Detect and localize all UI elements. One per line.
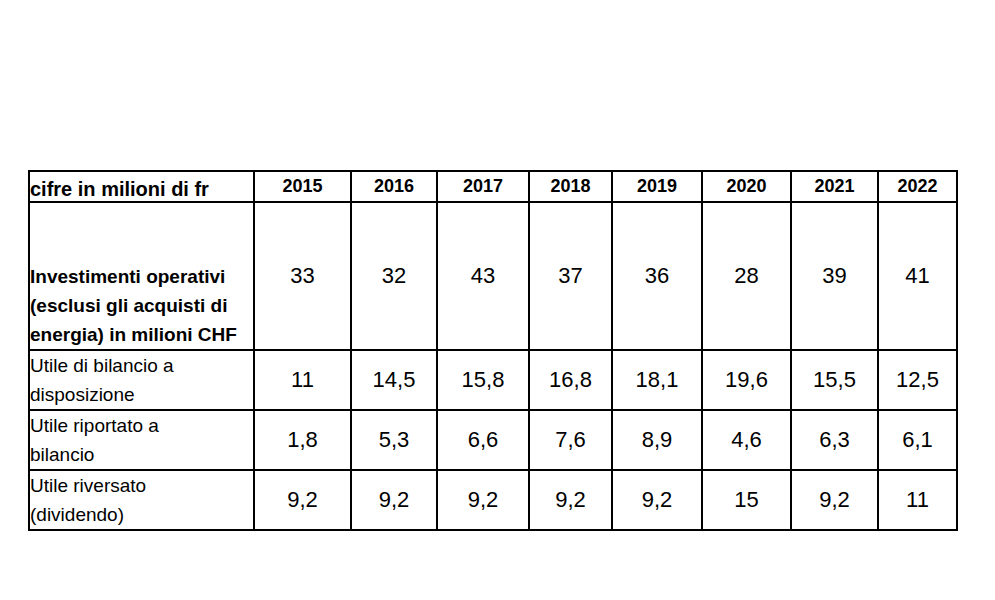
year-header-2017: 2017 [437,171,529,202]
financial-figures-table: cifre in milioni di fr 2015 2016 2017 20… [28,170,958,531]
cell-value: 14,5 [351,350,437,410]
row-label-investimenti: Investimenti operativi (esclusi gli acqu… [29,202,254,350]
row-label-line: Investimenti operativi [30,262,253,291]
cell-value: 11 [254,350,351,410]
table-row-investimenti: Investimenti operativi (esclusi gli acqu… [29,202,957,350]
year-header-2021: 2021 [791,171,878,202]
cell-value: 9,2 [529,470,612,530]
table-row-utile-riportato: Utile riportato a bilancio 1,8 5,3 6,6 7… [29,410,957,470]
row-label-line: Utile riportato a [30,411,253,440]
cell-value: 33 [254,202,351,350]
cell-value: 41 [878,202,957,350]
year-header-2019: 2019 [612,171,702,202]
cell-value: 43 [437,202,529,350]
table-row-utile-riversato: Utile riversato (dividendo) 9,2 9,2 9,2 … [29,470,957,530]
cell-value: 4,6 [702,410,791,470]
cell-value: 28 [702,202,791,350]
cell-value: 15 [702,470,791,530]
year-header-2022: 2022 [878,171,957,202]
table-title: cifre in milioni di fr [29,171,254,202]
cell-value: 5,3 [351,410,437,470]
cell-value: 6,3 [791,410,878,470]
row-label-utile-riversato: Utile riversato (dividendo) [29,470,254,530]
row-label-line: bilancio [30,440,253,469]
year-header-2016: 2016 [351,171,437,202]
cell-value: 6,6 [437,410,529,470]
cell-value: 7,6 [529,410,612,470]
cell-value: 37 [529,202,612,350]
row-label-utile-riportato: Utile riportato a bilancio [29,410,254,470]
row-label-line: disposizione [30,380,253,409]
cell-value: 9,2 [791,470,878,530]
row-label-line: energia) in milioni CHF [30,320,253,349]
row-label-line: Utile riversato [30,471,253,500]
cell-value: 9,2 [437,470,529,530]
cell-value: 11 [878,470,957,530]
year-header-2018: 2018 [529,171,612,202]
table-row-utile-bilancio-disposizione: Utile di bilancio a disposizione 11 14,5… [29,350,957,410]
cell-value: 6,1 [878,410,957,470]
cell-value: 15,8 [437,350,529,410]
row-label-line: Utile di bilancio a [30,351,253,380]
cell-value: 9,2 [254,470,351,530]
row-label-utile-bilancio-disposizione: Utile di bilancio a disposizione [29,350,254,410]
cell-value: 19,6 [702,350,791,410]
cell-value: 18,1 [612,350,702,410]
row-label-line: (esclusi gli acquisti di [30,291,253,320]
cell-value: 9,2 [612,470,702,530]
year-header-2020: 2020 [702,171,791,202]
cell-value: 32 [351,202,437,350]
table-header-row: cifre in milioni di fr 2015 2016 2017 20… [29,171,957,202]
cell-value: 16,8 [529,350,612,410]
cell-value: 36 [612,202,702,350]
year-header-2015: 2015 [254,171,351,202]
cell-value: 9,2 [351,470,437,530]
row-label-line: (dividendo) [30,500,253,529]
cell-value: 8,9 [612,410,702,470]
cell-value: 15,5 [791,350,878,410]
cell-value: 12,5 [878,350,957,410]
cell-value: 1,8 [254,410,351,470]
cell-value: 39 [791,202,878,350]
